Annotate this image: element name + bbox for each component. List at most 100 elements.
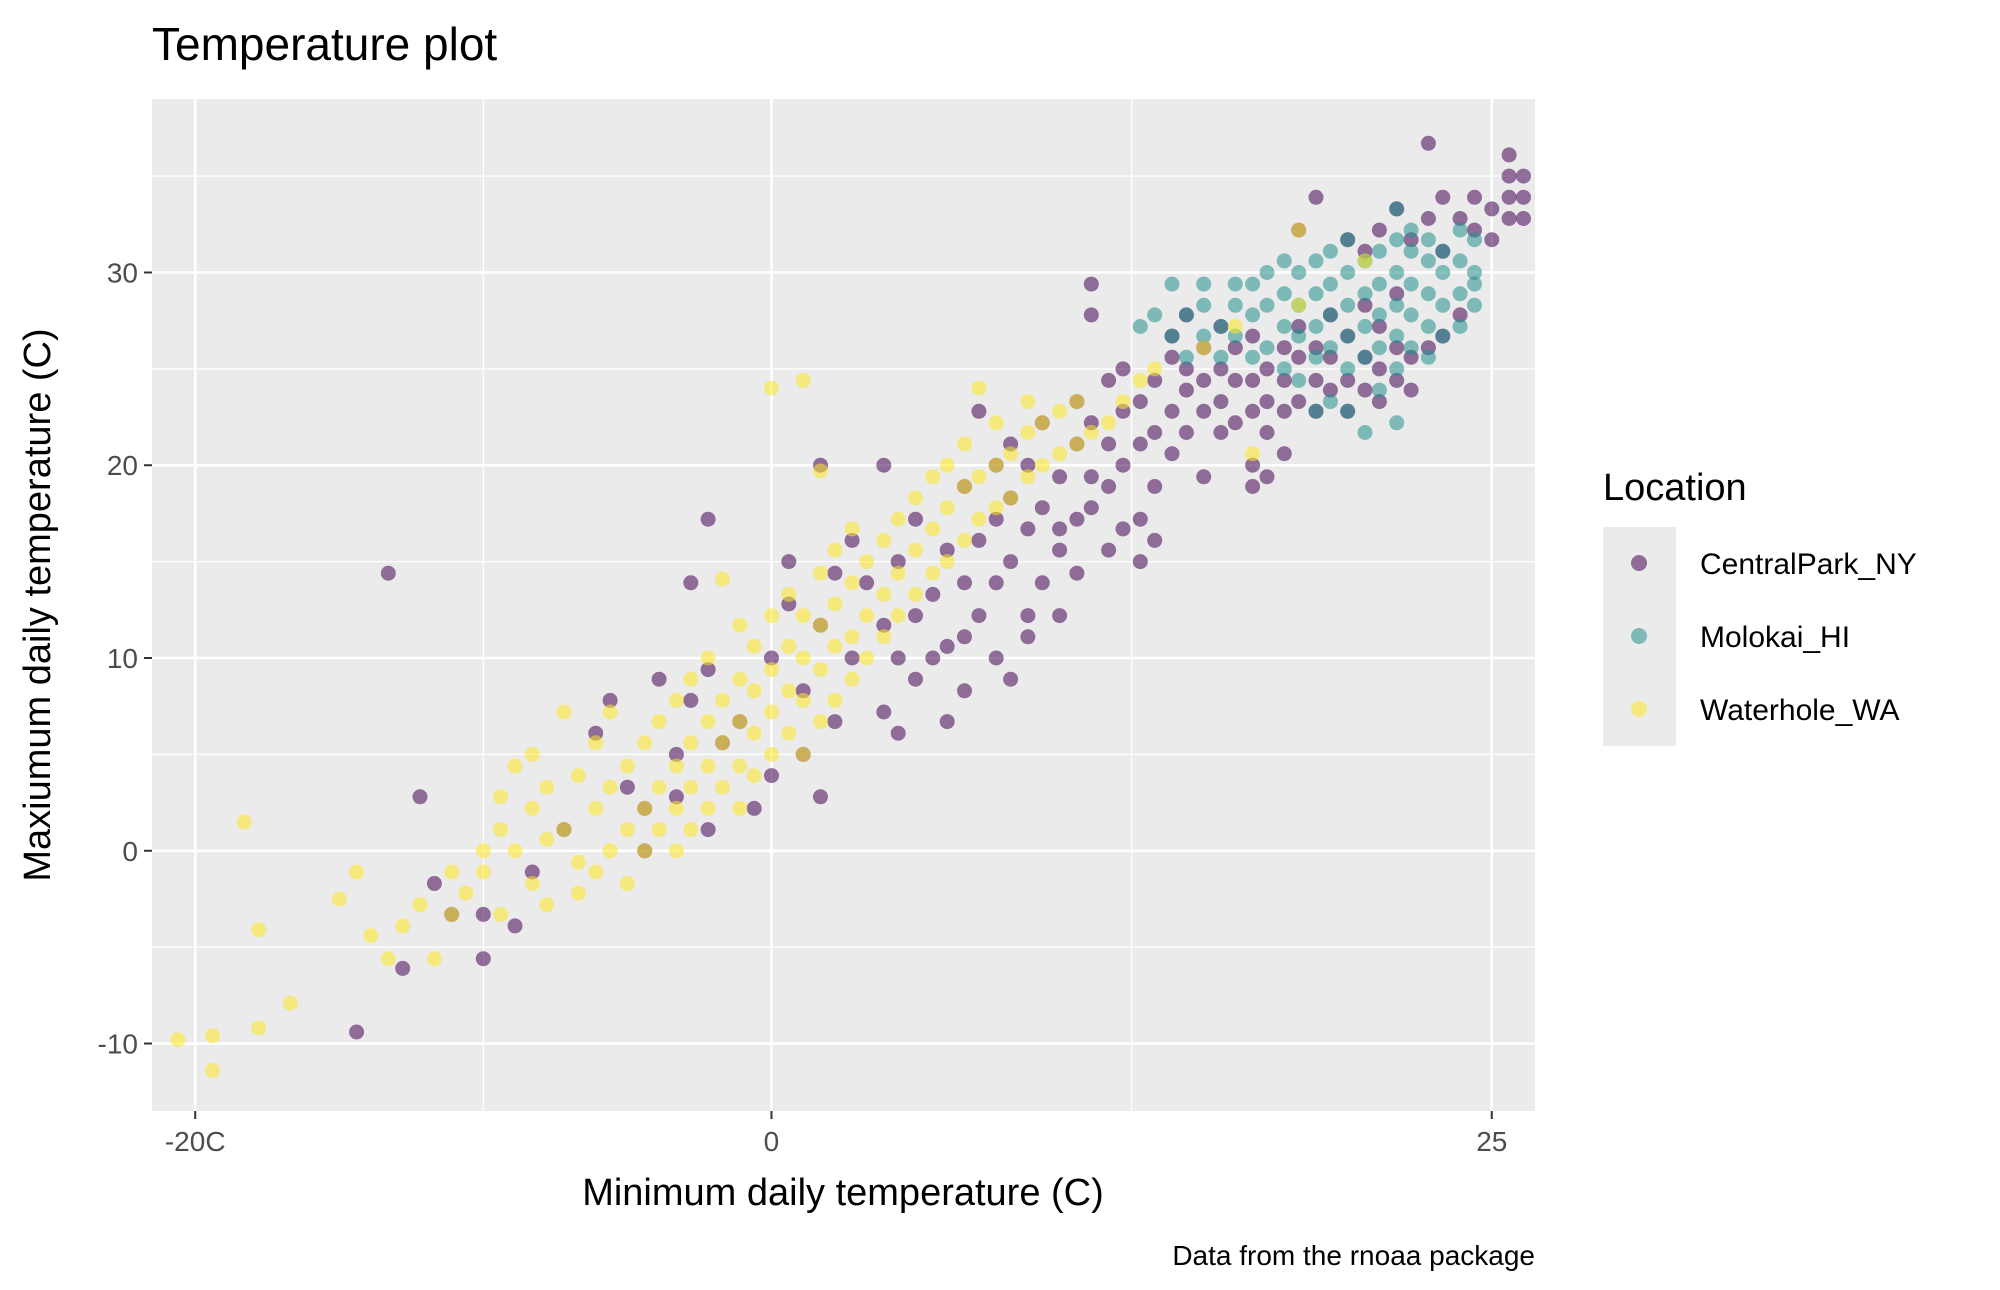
data-point <box>827 638 843 654</box>
data-point <box>1245 446 1261 462</box>
data-point <box>1003 554 1019 570</box>
y-tick-label: 10 <box>107 643 138 674</box>
data-point <box>1291 372 1307 388</box>
data-point <box>813 714 828 730</box>
data-point <box>876 629 892 645</box>
data-point <box>588 864 604 880</box>
data-point <box>700 650 716 666</box>
data-point <box>444 864 460 880</box>
data-point <box>1083 276 1099 292</box>
data-point <box>827 542 843 558</box>
y-tick-label: 30 <box>107 257 138 288</box>
data-point <box>781 586 797 602</box>
data-point <box>876 457 892 473</box>
data-point <box>1069 511 1085 527</box>
data-point <box>205 1028 220 1044</box>
data-point <box>715 692 730 708</box>
data-point <box>602 704 618 720</box>
data-point <box>1101 415 1117 431</box>
data-point <box>507 758 523 774</box>
data-point <box>971 469 987 485</box>
data-point <box>570 768 586 784</box>
data-point <box>1259 340 1275 356</box>
data-point <box>1020 425 1036 440</box>
data-point <box>507 843 523 859</box>
data-point <box>1245 479 1261 494</box>
data-point <box>1291 222 1307 238</box>
data-point <box>1371 307 1387 323</box>
data-point <box>524 876 540 891</box>
data-point <box>1403 340 1419 356</box>
data-point <box>1435 243 1451 259</box>
data-point <box>170 1032 186 1048</box>
data-point <box>556 704 572 720</box>
data-point <box>1034 457 1050 473</box>
data-point <box>1501 189 1517 205</box>
data-point <box>971 532 987 548</box>
data-point <box>1083 307 1099 323</box>
data-point <box>475 951 491 967</box>
data-point <box>1357 253 1373 269</box>
data-point <box>588 800 604 816</box>
data-point <box>1196 297 1212 313</box>
data-point <box>1403 307 1419 323</box>
data-point <box>1178 425 1194 440</box>
data-point <box>637 735 653 751</box>
data-point <box>1291 297 1307 313</box>
data-point <box>668 758 684 774</box>
data-point <box>1340 328 1356 344</box>
legend-label: Molokai_HI <box>1700 621 1850 654</box>
data-point <box>876 586 892 602</box>
data-point <box>1147 532 1163 548</box>
data-point <box>1020 629 1036 645</box>
data-point <box>746 638 762 654</box>
data-point <box>1245 372 1261 388</box>
data-point <box>539 897 555 913</box>
data-point <box>827 596 843 612</box>
data-point <box>746 768 762 784</box>
data-point <box>1069 394 1085 410</box>
data-point <box>1371 394 1387 410</box>
data-point <box>1052 521 1068 537</box>
data-point <box>715 735 730 751</box>
data-point <box>957 575 972 591</box>
data-point <box>668 746 684 762</box>
data-point <box>570 854 586 870</box>
data-point <box>1259 297 1275 313</box>
data-point <box>1389 372 1405 388</box>
data-point <box>859 608 875 624</box>
data-points <box>170 135 1531 1078</box>
data-point <box>1403 222 1419 238</box>
data-point <box>908 511 923 527</box>
data-point <box>1101 542 1117 558</box>
data-point <box>732 671 748 687</box>
data-point <box>1052 608 1068 624</box>
data-point <box>764 650 779 666</box>
data-point <box>859 650 875 666</box>
data-point <box>1101 372 1117 388</box>
data-point <box>1340 265 1356 280</box>
data-point <box>1213 394 1229 410</box>
data-point <box>1020 394 1036 410</box>
data-point <box>1291 394 1307 410</box>
data-point <box>493 789 509 805</box>
data-point <box>1420 286 1436 302</box>
data-point <box>732 758 748 774</box>
data-point <box>1245 403 1261 419</box>
data-point <box>380 951 396 967</box>
data-point <box>908 490 923 506</box>
data-point <box>1164 446 1180 462</box>
data-point <box>1020 608 1036 624</box>
data-point <box>539 779 555 795</box>
data-point <box>1003 671 1019 687</box>
data-point <box>844 629 860 645</box>
legend-title: Location <box>1603 467 1747 509</box>
data-point <box>1052 403 1068 419</box>
series-Waterhole_WA <box>170 222 1373 1078</box>
data-point <box>1196 276 1212 292</box>
data-point <box>507 918 523 934</box>
x-axis-ticks: -20C 0 25 <box>165 1111 1507 1157</box>
data-point <box>602 843 618 859</box>
data-point <box>1322 382 1338 398</box>
data-point <box>795 746 811 762</box>
